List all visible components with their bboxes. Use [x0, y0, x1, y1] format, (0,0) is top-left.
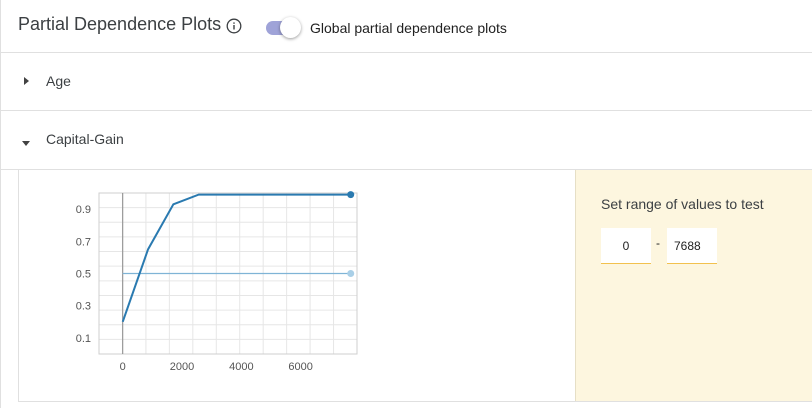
x-tick-label: 4000	[229, 361, 253, 373]
section-age[interactable]: Age	[0, 53, 812, 111]
x-tick-label: 2000	[170, 361, 194, 373]
range-title: Set range of values to test	[601, 196, 764, 212]
section-label-age: Age	[46, 73, 71, 89]
pdp-series-line	[121, 193, 351, 323]
y-tick-label: 0.9	[76, 204, 91, 216]
y-tick-label: 0.3	[76, 301, 91, 313]
plot-frame	[98, 192, 358, 355]
info-icon[interactable]	[226, 18, 242, 34]
section-label-capital-gain: Capital-Gain	[46, 131, 124, 147]
caret-right-icon	[24, 77, 29, 85]
section-capital-gain[interactable]: Capital-Gain	[0, 111, 812, 170]
header: Partial Dependence Plots Global partial …	[0, 0, 812, 53]
range-min-input[interactable]	[601, 228, 651, 264]
toggle-label: Global partial dependence plots	[310, 20, 507, 36]
x-tick-label: 6000	[288, 361, 312, 373]
toggle-knob	[280, 17, 301, 38]
range-max-input[interactable]	[667, 228, 717, 264]
pdp-data-point	[347, 191, 355, 199]
pdp-chart: 0.1 0.3 0.5 0.7 0.9 0 2000 4000 6000	[76, 191, 358, 373]
range-dash: -	[656, 236, 660, 250]
capital-gain-content: 0.1 0.3 0.5 0.7 0.9 0 2000 4000 6000 Set range o…	[18, 170, 812, 402]
chart-area: 0.1 0.3 0.5 0.7 0.9 0 2000 4000 6000	[19, 170, 575, 401]
baseline-endpoint	[347, 270, 355, 277]
caret-down-icon	[22, 141, 30, 146]
y-tick-label: 0.7	[76, 236, 91, 248]
range-panel: Set range of values to test -	[575, 170, 812, 401]
y-tick-label: 0.5	[76, 269, 91, 281]
y-tick-label: 0.1	[76, 333, 91, 345]
page-title: Partial Dependence Plots	[18, 14, 222, 34]
left-border	[0, 0, 1, 408]
x-tick-label: 0	[120, 361, 126, 373]
global-pdp-toggle[interactable]	[264, 16, 302, 40]
